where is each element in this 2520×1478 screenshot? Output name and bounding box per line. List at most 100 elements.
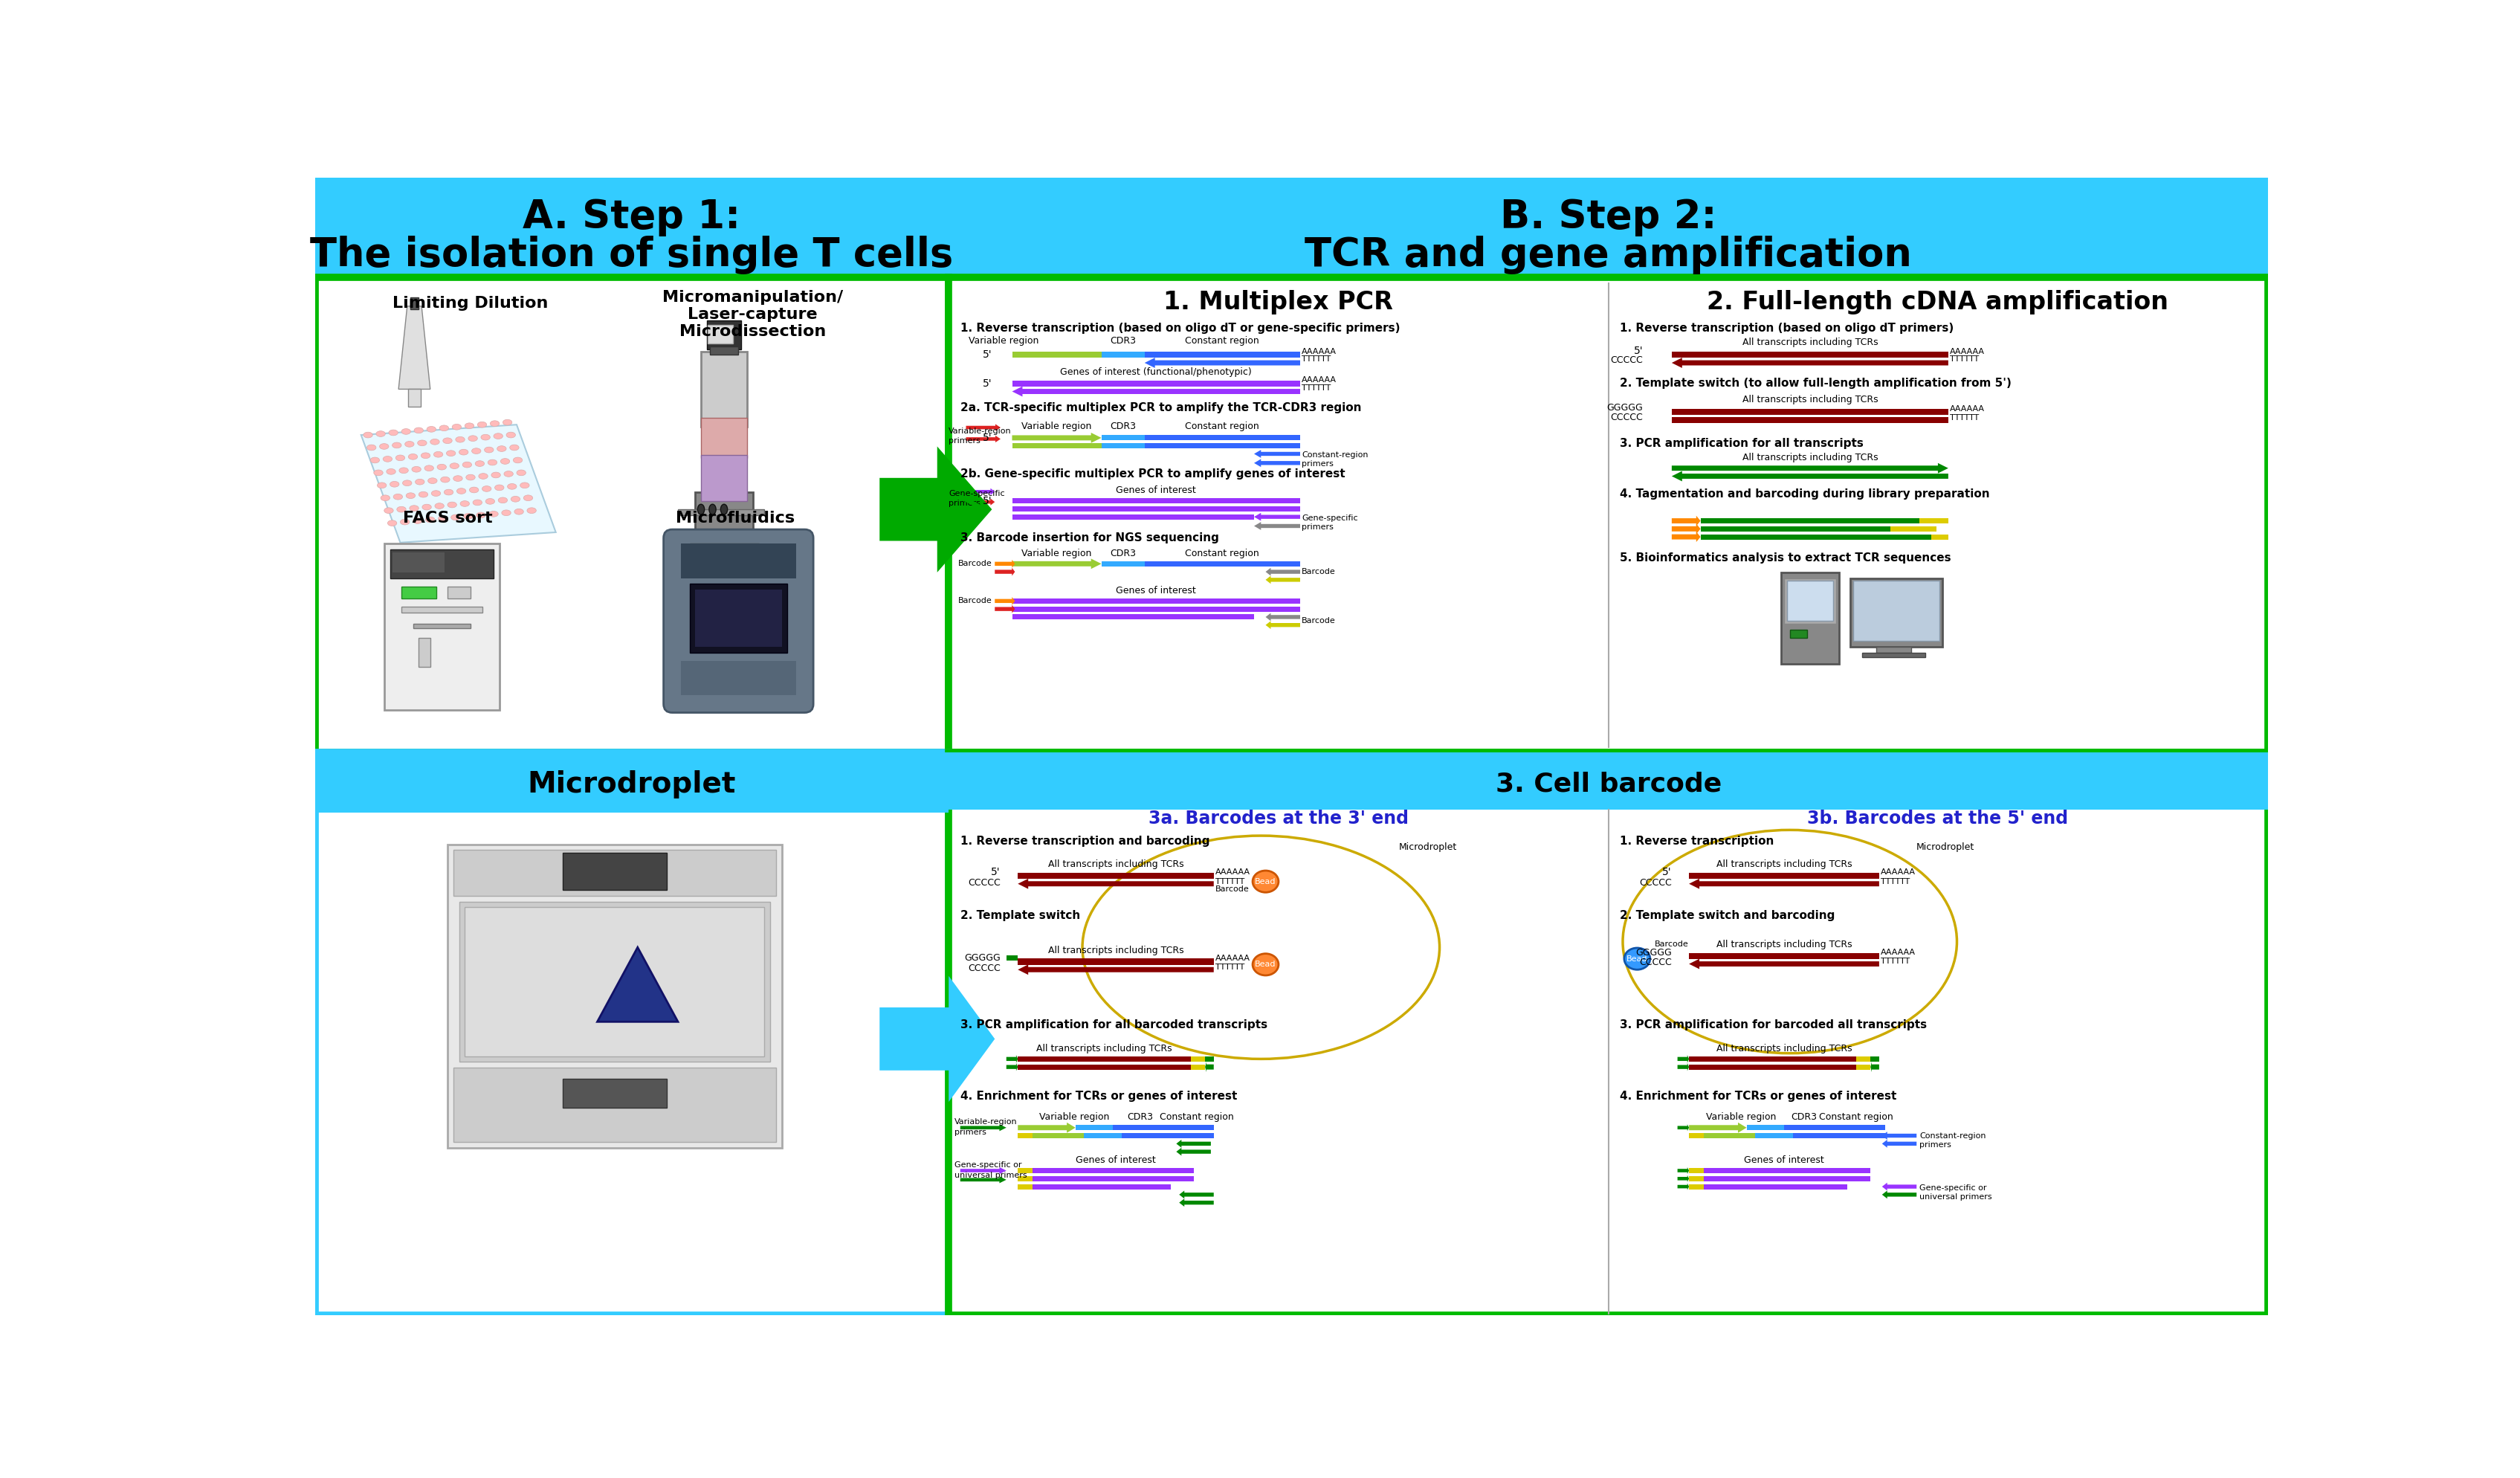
Text: universal primers: universal primers: [1920, 1193, 1991, 1200]
Bar: [680, 544, 796, 578]
Text: Genes of interest (functional/phenotypic): Genes of interest (functional/phenotypic…: [1061, 367, 1252, 377]
Text: Bead: Bead: [1255, 878, 1275, 885]
FancyArrow shape: [1671, 471, 1948, 482]
Text: 2a. TCR-specific multiplex PCR to amplify the TCR-CDR3 region: 2a. TCR-specific multiplex PCR to amplif…: [960, 402, 1361, 414]
Bar: [1701, 534, 1930, 539]
Ellipse shape: [519, 482, 529, 488]
Text: CCCCC: CCCCC: [1638, 958, 1671, 968]
Bar: [948, 752, 2268, 1315]
Bar: [1877, 647, 1910, 652]
Ellipse shape: [491, 471, 501, 477]
Ellipse shape: [504, 471, 514, 477]
Ellipse shape: [426, 517, 436, 523]
Text: Constant region: Constant region: [1159, 1113, 1232, 1122]
Bar: [449, 844, 781, 1148]
Ellipse shape: [486, 498, 494, 504]
Bar: [1101, 352, 1144, 358]
Bar: [1852, 581, 1940, 641]
Bar: [1704, 1134, 1756, 1138]
Text: 2b. Gene-specific multiplex PCR to amplify genes of interest: 2b. Gene-specific multiplex PCR to ampli…: [960, 469, 1346, 479]
Text: Micromanipulation/: Micromanipulation/: [663, 290, 844, 304]
Bar: [1018, 1134, 1033, 1138]
Ellipse shape: [423, 466, 433, 471]
Bar: [1033, 1134, 1084, 1138]
Ellipse shape: [383, 507, 393, 513]
Ellipse shape: [444, 437, 451, 443]
Bar: [562, 853, 665, 890]
Bar: [391, 550, 494, 578]
Ellipse shape: [451, 424, 461, 430]
Ellipse shape: [507, 432, 517, 437]
Ellipse shape: [363, 432, 373, 437]
Ellipse shape: [436, 503, 444, 508]
Bar: [701, 418, 746, 458]
Ellipse shape: [373, 470, 383, 476]
Ellipse shape: [396, 455, 406, 461]
FancyArrow shape: [995, 560, 1016, 568]
Bar: [1688, 1184, 1704, 1190]
Text: Microfluidics: Microfluidics: [675, 510, 796, 525]
Text: 3. PCR amplification for all transcripts: 3. PCR amplification for all transcripts: [1620, 437, 1865, 449]
Bar: [1084, 1134, 1121, 1138]
FancyArrow shape: [1179, 1191, 1215, 1199]
Ellipse shape: [403, 480, 411, 486]
Ellipse shape: [386, 469, 396, 474]
Text: TTTTTT: TTTTTT: [1215, 878, 1245, 885]
Ellipse shape: [396, 507, 406, 513]
Ellipse shape: [433, 452, 444, 457]
Text: CDR3: CDR3: [1792, 1113, 1817, 1122]
Bar: [690, 544, 759, 556]
FancyArrow shape: [1688, 1122, 1746, 1132]
Bar: [562, 1079, 665, 1107]
Bar: [696, 492, 753, 550]
Text: Barcode: Barcode: [958, 560, 993, 568]
Text: CDR3: CDR3: [1109, 548, 1137, 559]
FancyArrow shape: [1265, 613, 1300, 621]
Bar: [449, 587, 471, 599]
Bar: [1920, 519, 1948, 523]
FancyArrow shape: [1005, 1055, 1018, 1063]
Text: Gene-specific or: Gene-specific or: [1920, 1184, 1986, 1191]
Bar: [1688, 1168, 1704, 1174]
FancyArrow shape: [1882, 1182, 1918, 1191]
FancyArrow shape: [1018, 1122, 1076, 1132]
Bar: [1671, 409, 1948, 415]
Bar: [1688, 1057, 1857, 1061]
Ellipse shape: [489, 460, 496, 466]
Text: 1. Multiplex PCR: 1. Multiplex PCR: [1164, 290, 1394, 315]
Ellipse shape: [401, 519, 408, 525]
Text: Constant-region: Constant-region: [1303, 451, 1368, 458]
Ellipse shape: [413, 427, 423, 433]
Bar: [696, 590, 781, 647]
Bar: [1018, 959, 1215, 965]
Bar: [1144, 352, 1300, 358]
Text: TTTTTT: TTTTTT: [1950, 414, 1978, 421]
FancyArrow shape: [1013, 433, 1101, 443]
Ellipse shape: [411, 467, 421, 471]
Text: 1. Reverse transcription (based on oligo dT or gene-specific primers): 1. Reverse transcription (based on oligo…: [960, 322, 1401, 334]
Bar: [1018, 1057, 1189, 1061]
Ellipse shape: [408, 505, 418, 511]
Bar: [1787, 581, 1832, 621]
Ellipse shape: [464, 513, 474, 519]
Text: CCCCC: CCCCC: [968, 878, 1000, 887]
Bar: [401, 606, 481, 612]
Text: CCCCC: CCCCC: [1610, 356, 1643, 365]
Text: TTTTTT: TTTTTT: [1880, 958, 1910, 965]
Bar: [1857, 1057, 1870, 1061]
Text: CDR3: CDR3: [1109, 337, 1137, 346]
Ellipse shape: [388, 520, 396, 526]
Ellipse shape: [456, 436, 464, 442]
Bar: [464, 907, 764, 1057]
Text: primers: primers: [1303, 523, 1333, 531]
FancyArrow shape: [1688, 959, 1880, 970]
Bar: [680, 661, 796, 696]
Bar: [1189, 1057, 1205, 1061]
Text: Microdissection: Microdissection: [680, 325, 827, 340]
Text: Variable-region: Variable-region: [955, 1119, 1018, 1126]
Bar: [383, 544, 499, 709]
FancyArrow shape: [1671, 516, 1701, 526]
Text: All transcripts including TCRs: All transcripts including TCRs: [1716, 1043, 1852, 1054]
FancyArrow shape: [1177, 1148, 1210, 1156]
Ellipse shape: [464, 423, 474, 429]
